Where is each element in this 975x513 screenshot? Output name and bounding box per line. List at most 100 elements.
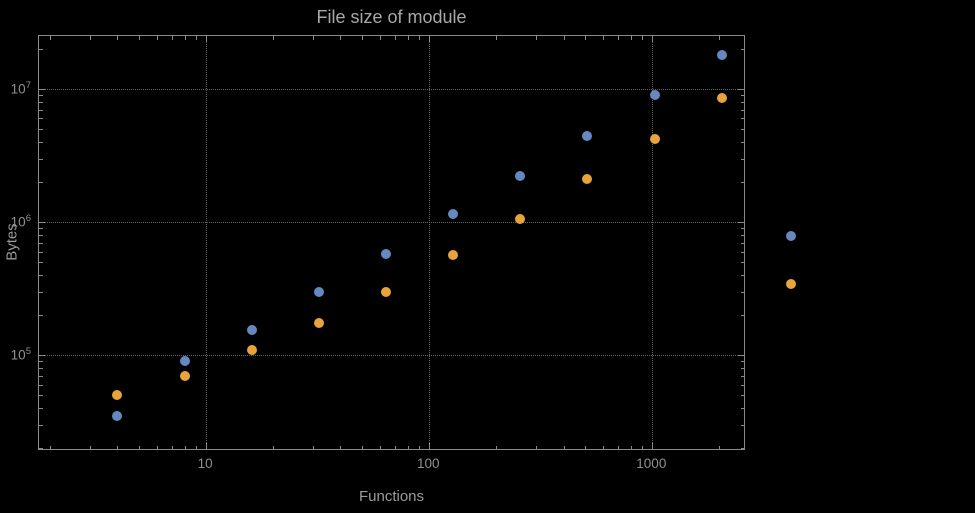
tick-mark [740,234,744,236]
tick-mark [585,445,587,449]
tick-mark [630,36,632,40]
tick-mark [117,445,119,449]
tick-mark [39,101,43,103]
tick-mark [394,445,396,449]
tick-mark [740,291,744,293]
plot-area [38,35,745,450]
tick-mark [206,443,208,449]
tick-mark [419,445,421,449]
tick-mark [740,262,744,264]
data-point-series-2-orange [582,174,593,185]
tick-mark [738,221,744,223]
data-point-series-1-blue [179,356,190,367]
tick-mark [39,118,43,120]
tick-mark [39,228,43,230]
tick-mark [652,443,654,449]
tick-mark [273,445,275,449]
tick-mark [195,445,197,449]
data-point-series-2-orange [448,250,459,261]
tick-mark [362,445,364,449]
tick-mark [740,101,744,103]
tick-mark [39,251,43,253]
tick-mark [407,445,409,449]
tick-mark [740,274,744,276]
y-tick-label: 106 [10,212,31,230]
x-tick-label: 1000 [636,456,667,471]
tick-mark [39,109,43,111]
y-tick-label: 107 [10,79,31,97]
tick-mark [740,181,744,183]
tick-mark [39,367,43,369]
tick-mark [740,128,744,130]
tick-mark [719,36,721,40]
tick-mark [719,445,721,449]
tick-mark [496,36,498,40]
tick-mark [362,36,364,40]
tick-mark [740,407,744,409]
tick-mark [563,445,565,449]
tick-mark [39,355,45,357]
tick-mark [39,181,43,183]
tick-mark [171,36,173,40]
tick-mark [642,36,644,40]
tick-mark [39,375,43,377]
tick-mark [652,36,654,42]
tick-mark [39,242,43,244]
data-point-series-2-orange [179,370,190,381]
tick-mark [340,445,342,449]
tick-mark [740,242,744,244]
tick-mark [740,48,744,50]
tick-mark [535,36,537,40]
tick-mark [407,36,409,40]
tick-mark [740,251,744,253]
gridline-vertical [652,36,654,449]
tick-mark [563,36,565,40]
tick-mark [39,262,43,264]
tick-mark [39,88,45,90]
tick-mark [117,36,119,40]
tick-mark [39,395,43,397]
data-point-series-1-blue [716,49,727,60]
tick-mark [340,36,342,40]
data-point-series-1-blue [649,90,660,101]
tick-mark [184,36,186,40]
data-point-series-2-orange [515,214,526,225]
gridline-horizontal [39,88,744,90]
tick-mark [738,88,744,90]
gridline-horizontal [39,221,744,223]
tick-mark [394,36,396,40]
tick-mark [379,445,381,449]
tick-mark [89,445,91,449]
data-point-series-2-orange [112,390,123,401]
tick-mark [429,36,431,42]
tick-mark [496,445,498,449]
tick-mark [39,361,43,363]
y-tick-labels: 105 106 107 [0,35,31,450]
tick-mark [740,228,744,230]
tick-mark [535,445,537,449]
data-point-series-1-blue [381,249,392,260]
tick-mark [740,424,744,426]
tick-mark [39,234,43,236]
tick-mark [39,314,43,316]
tick-mark [379,36,381,40]
tick-mark [312,445,314,449]
legend-marker-series-1 [786,231,796,241]
data-point-series-1-blue [515,171,526,182]
tick-mark [602,445,604,449]
tick-mark [39,141,43,143]
data-point-series-1-blue [313,286,324,297]
tick-mark [642,445,644,449]
tick-mark [312,36,314,40]
tick-mark [273,36,275,40]
tick-mark [740,395,744,397]
tick-mark [617,445,619,449]
tick-mark [740,141,744,143]
tick-mark [602,36,604,40]
data-point-series-1-blue [448,208,459,219]
tick-mark [184,445,186,449]
tick-mark [39,448,43,450]
tick-mark [39,48,43,50]
tick-mark [195,36,197,40]
